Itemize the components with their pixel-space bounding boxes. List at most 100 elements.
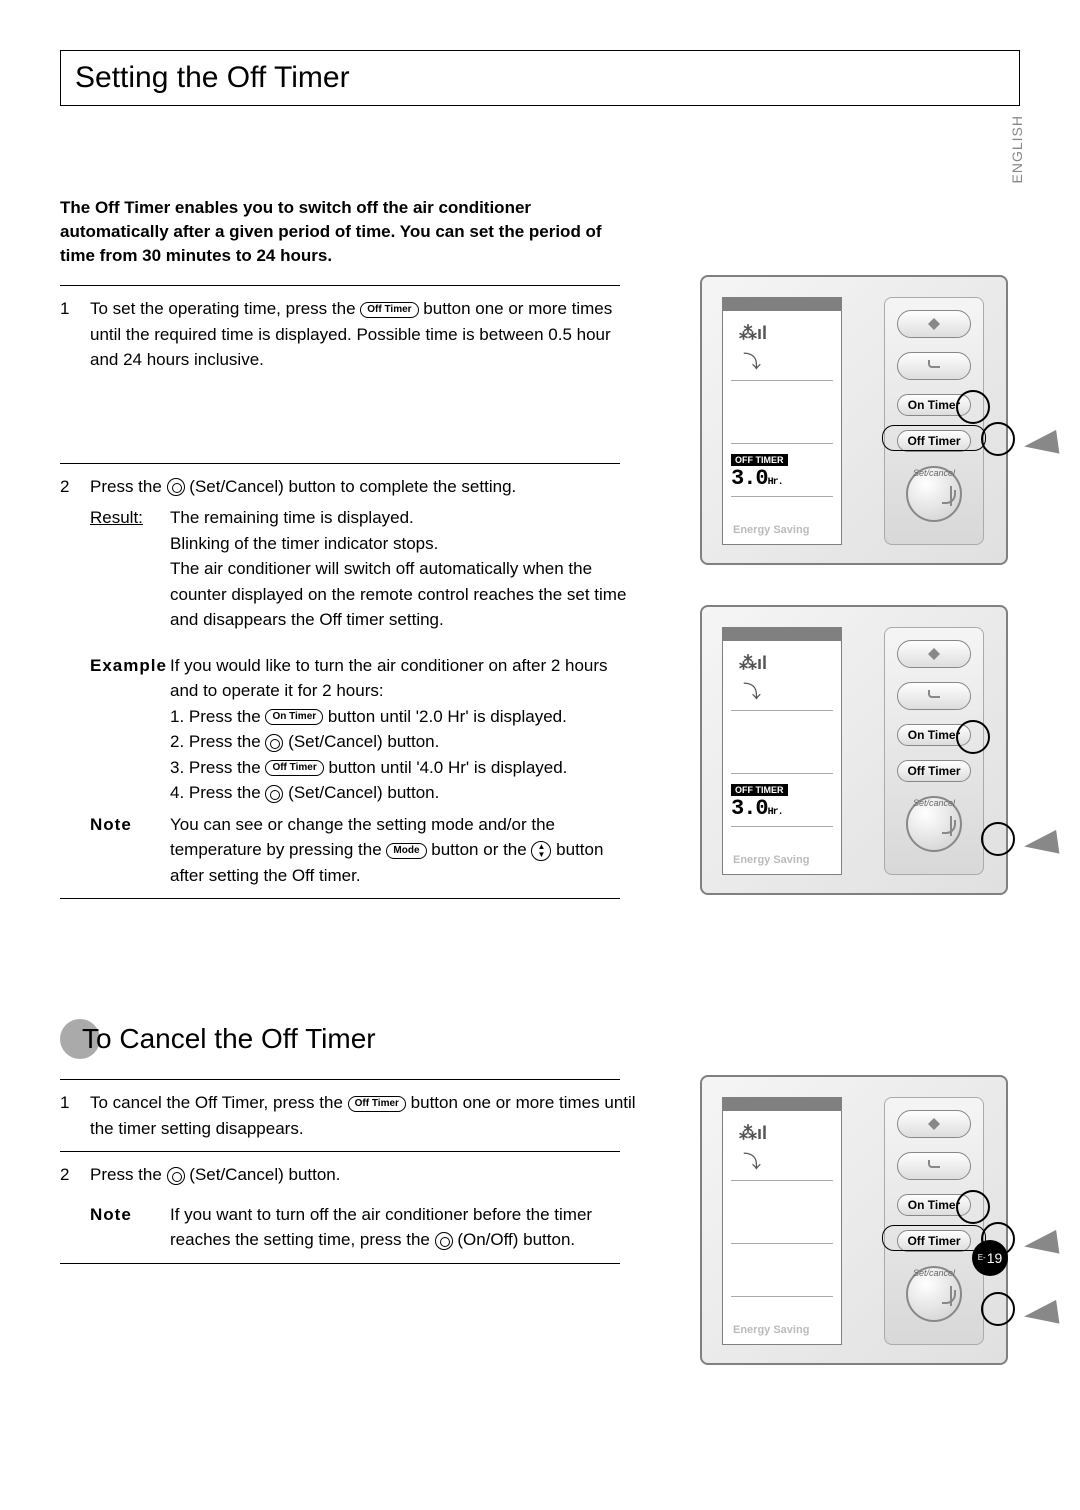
text: button until '2.0 Hr' is displayed. — [328, 707, 567, 726]
louver-button[interactable] — [897, 682, 971, 710]
step-body: Press the (Set/Cancel) button. Note If y… — [90, 1162, 640, 1253]
lcd-screen: ⁂ıl ⤵ Energy Saving — [722, 1097, 842, 1345]
hr-label: Hr. — [768, 477, 783, 488]
example-body: If you would like to turn the air condit… — [170, 653, 640, 806]
step2-text-a: Press the — [90, 477, 167, 496]
text: cancel — [929, 798, 955, 808]
off-timer-button[interactable]: Off Timer — [897, 1230, 971, 1252]
example-intro: If you would like to turn the air condit… — [170, 653, 640, 704]
louver-button[interactable] — [897, 352, 971, 380]
page-number: E-19 — [972, 1240, 1008, 1276]
energy-saving-label: Energy Saving — [733, 524, 809, 536]
step-body: Press the (Set/Cancel) button to complet… — [90, 474, 640, 889]
text: Set — [913, 1268, 927, 1278]
result-block: Result: The remaining time is displayed.… — [90, 505, 640, 633]
off-timer-button[interactable]: Off Timer — [897, 760, 971, 782]
lcd-digits: 3.0Hr. — [731, 468, 833, 490]
lcd-screen: ⁂ıl ⤵ OFF TIMER 3.0Hr. Energy Saving — [722, 297, 842, 545]
remote-illustration-1: ⁂ıl ⤵ OFF TIMER 3.0Hr. Energy Saving On … — [700, 275, 1008, 565]
note-body: If you want to turn off the air conditio… — [170, 1202, 640, 1253]
text: (On/Off) button. — [457, 1230, 575, 1249]
set-cancel-round-button[interactable]: Set/cancel — [906, 466, 962, 522]
step-body: To cancel the Off Timer, press the Off T… — [90, 1090, 640, 1141]
energy-saving-label: Energy Saving — [733, 1324, 809, 1336]
section-2-title: To Cancel the Off Timer — [82, 1023, 376, 1055]
mode-button[interactable] — [897, 1110, 971, 1138]
language-tab: ENGLISH — [1009, 115, 1025, 183]
off-timer-lcd-label: OFF TIMER — [731, 784, 788, 796]
louver-button[interactable] — [897, 1152, 971, 1180]
set-cancel-icon — [167, 478, 185, 496]
text: Set — [913, 798, 927, 808]
set-cancel-round-button[interactable]: Set/cancel — [906, 1266, 962, 1322]
intro-text: The Off Timer enables you to switch off … — [60, 196, 640, 267]
text: To cancel the Off Timer, press the — [90, 1093, 348, 1112]
remote-illustration-2: ⁂ıl ⤵ OFF TIMER 3.0Hr. Energy Saving On … — [700, 605, 1008, 895]
mode-button[interactable] — [897, 310, 971, 338]
text: cancel — [929, 468, 955, 478]
text: 2. Press the — [170, 732, 265, 751]
text: 4. Press the — [170, 783, 265, 802]
example-line2: 2. Press the (Set/Cancel) button. — [170, 729, 640, 755]
page-title: Setting the Off Timer — [75, 61, 1005, 95]
off-timer-inline-button: Off Timer — [360, 302, 418, 318]
off-timer-inline-button: Off Timer — [348, 1096, 406, 1112]
result-text: The remaining time is displayed. Blinkin… — [170, 505, 640, 633]
step-number: 1 — [60, 1090, 90, 1141]
example-line1: 1. Press the On Timer button until '2.0 … — [170, 704, 640, 730]
example-label: Example — [90, 653, 170, 806]
louver-icon: ⤵ — [731, 348, 833, 374]
text: Set — [913, 468, 927, 478]
up-down-icon: ▲▼ — [531, 841, 551, 861]
off-timer-inline-button: Off Timer — [265, 760, 323, 776]
text: 1. Press the — [170, 707, 265, 726]
divider — [60, 285, 620, 286]
digit-value: 3.0 — [731, 796, 768, 821]
cancel-step-1: 1 To cancel the Off Timer, press the Off… — [60, 1090, 640, 1141]
set-cancel-icon — [167, 1167, 185, 1185]
note-label: Note — [90, 812, 170, 889]
lcd-screen: ⁂ıl ⤵ OFF TIMER 3.0Hr. Energy Saving — [722, 627, 842, 875]
example-block: Example If you would like to turn the ai… — [90, 653, 640, 806]
divider — [60, 1263, 620, 1264]
off-timer-button[interactable]: Off Timer — [897, 430, 971, 452]
page-prefix: E- — [978, 1253, 986, 1262]
step-number: 2 — [60, 474, 90, 889]
energy-saving-label: Energy Saving — [733, 854, 809, 866]
page-num-value: 19 — [987, 1250, 1003, 1266]
step-number: 1 — [60, 296, 90, 373]
note-block-2: Note If you want to turn off the air con… — [90, 1202, 640, 1253]
text: button or the — [431, 840, 531, 859]
example-line3: 3. Press the Off Timer button until '4.0… — [170, 755, 640, 781]
set-cancel-icon — [265, 785, 283, 803]
result-label: Result: — [90, 505, 170, 633]
note-body: You can see or change the setting mode a… — [170, 812, 640, 889]
on-timer-inline-button: On Timer — [265, 709, 323, 725]
step1-text-a: To set the operating time, press the — [90, 299, 360, 318]
mode-inline-button: Mode — [386, 843, 426, 859]
remote-illustration-3: ⁂ıl ⤵ Energy Saving On Timer Off Timer S… — [700, 1075, 1008, 1365]
note-block: Note You can see or change the setting m… — [90, 812, 640, 889]
mode-button[interactable] — [897, 640, 971, 668]
louver-icon: ⤵ — [731, 1148, 833, 1174]
page-title-box: Setting the Off Timer — [60, 50, 1020, 106]
text: (Set/Cancel) button. — [288, 783, 439, 802]
signal-icon: ⁂ıl — [731, 1119, 833, 1148]
louver-icon: ⤵ — [731, 678, 833, 704]
text: (Set/Cancel) button. — [189, 1165, 340, 1184]
signal-icon: ⁂ıl — [731, 319, 833, 348]
cancel-step-2: 2 Press the (Set/Cancel) button. Note If… — [60, 1162, 640, 1253]
step-2: 2 Press the (Set/Cancel) button to compl… — [60, 474, 640, 889]
on-off-icon — [435, 1232, 453, 1250]
cancel-label: Set/cancel — [908, 1268, 960, 1278]
set-cancel-round-button[interactable]: Set/cancel — [906, 796, 962, 852]
off-timer-lcd-label: OFF TIMER — [731, 454, 788, 466]
divider — [60, 1151, 620, 1152]
digit-value: 3.0 — [731, 466, 768, 491]
divider — [60, 898, 620, 899]
step-number: 2 — [60, 1162, 90, 1253]
divider — [60, 1079, 620, 1080]
text: cancel — [929, 1268, 955, 1278]
cancel-label: Set/cancel — [908, 798, 960, 808]
step-body: To set the operating time, press the Off… — [90, 296, 640, 373]
